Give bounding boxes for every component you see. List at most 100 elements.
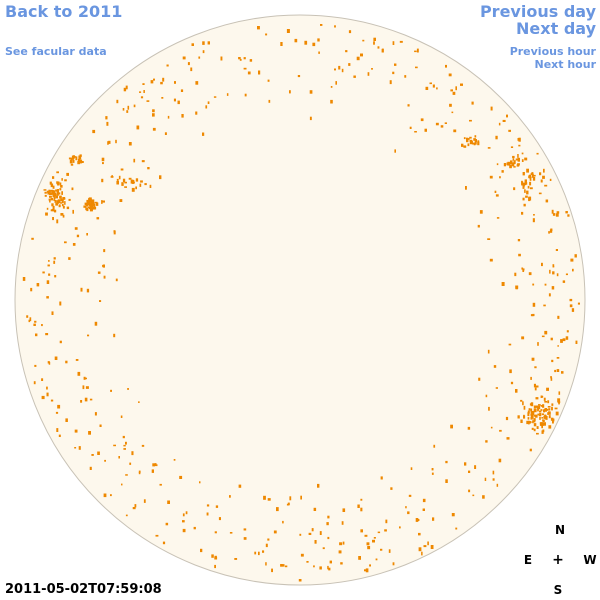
facula-point: [58, 192, 61, 195]
facula-point: [505, 416, 509, 421]
facula-point: [570, 258, 574, 262]
facula-point: [46, 190, 50, 193]
facula-point: [265, 562, 267, 566]
facula-point: [524, 182, 528, 185]
facula-point: [567, 214, 570, 217]
facula-point: [482, 495, 485, 499]
facula-point: [214, 564, 216, 569]
facula-point: [152, 127, 156, 131]
facula-point: [79, 159, 83, 164]
facula-point: [560, 339, 563, 343]
facula-point: [513, 160, 516, 164]
facula-point: [548, 425, 552, 429]
facula-point: [533, 423, 537, 427]
facula-point: [206, 504, 210, 507]
facula-point: [552, 271, 555, 275]
facula-point: [317, 483, 320, 488]
facula-point: [185, 511, 188, 515]
facula-point: [29, 317, 32, 322]
facula-point: [143, 90, 145, 93]
facula-point: [536, 432, 539, 435]
facula-point: [62, 214, 65, 218]
facula-point: [424, 128, 427, 132]
facula-point: [320, 24, 323, 26]
facula-point: [319, 566, 322, 570]
facula-point: [123, 87, 127, 92]
facula-point: [357, 504, 360, 508]
facula-point: [123, 444, 126, 447]
facula-point: [57, 404, 61, 409]
next-hour-link[interactable]: Next hour: [534, 58, 597, 71]
facula-point: [89, 398, 93, 401]
facula-point: [174, 81, 176, 84]
facula-point: [377, 531, 381, 534]
facula-point: [547, 400, 550, 404]
facula-point: [313, 565, 315, 568]
facula-point: [510, 381, 514, 385]
back-to-year-link[interactable]: Back to 2011: [5, 2, 123, 21]
previous-hour-link[interactable]: Previous hour: [509, 45, 596, 58]
facula-point: [65, 418, 68, 422]
next-day-link[interactable]: Next day: [516, 19, 596, 38]
see-facular-data-link[interactable]: See facular data: [5, 45, 107, 58]
facula-point: [81, 161, 84, 163]
facula-point: [345, 50, 348, 53]
facula-point: [530, 402, 534, 407]
facula-point: [541, 430, 544, 434]
facula-point: [99, 300, 102, 302]
facula-point: [64, 201, 66, 205]
facula-point: [534, 387, 537, 391]
facula-point: [94, 321, 98, 326]
facula-point: [247, 71, 251, 75]
facula-point: [180, 89, 184, 92]
facula-point: [542, 175, 545, 179]
facula-point: [56, 200, 59, 203]
facula-point: [70, 157, 73, 161]
facula-point: [139, 183, 142, 187]
facula-point: [470, 139, 472, 143]
facula-point: [541, 335, 545, 338]
facula-point: [501, 170, 504, 173]
compass-center-cross: +: [552, 552, 564, 568]
facula-point: [552, 418, 555, 422]
compass-north-label: N: [554, 523, 566, 537]
facula-point: [554, 407, 558, 410]
facula-point: [390, 487, 393, 490]
facula-point: [487, 238, 491, 240]
facula-point: [267, 498, 271, 501]
facula-point: [93, 206, 97, 210]
facula-point: [512, 158, 515, 161]
facula-point: [152, 463, 155, 467]
facula-point: [489, 258, 493, 262]
facula-point: [522, 268, 525, 271]
facula-point: [547, 412, 550, 415]
facula-point: [309, 116, 312, 121]
facula-point: [167, 500, 170, 504]
facula-point: [77, 160, 81, 165]
facula-point: [72, 159, 75, 163]
facula-point: [543, 422, 546, 426]
facula-point: [550, 376, 552, 379]
facula-point: [108, 140, 111, 144]
facula-point: [450, 424, 453, 429]
facula-point: [182, 513, 185, 517]
facula-point: [518, 144, 521, 147]
facula-point: [360, 529, 363, 533]
facula-point: [371, 68, 373, 70]
facula-point: [116, 178, 119, 181]
facula-point: [490, 106, 493, 111]
facula-point: [132, 181, 135, 184]
facula-point: [120, 168, 124, 171]
facula-point: [215, 505, 219, 508]
facula-point: [76, 234, 80, 238]
facula-point: [125, 441, 127, 445]
previous-day-link[interactable]: Previous day: [479, 2, 596, 21]
facula-point: [49, 199, 51, 203]
facula-point: [416, 48, 419, 53]
facula-point: [525, 195, 528, 198]
facula-point: [543, 415, 546, 419]
facula-point: [144, 183, 147, 186]
facula-point: [539, 413, 542, 417]
facula-point: [61, 191, 63, 195]
facula-point: [569, 304, 573, 308]
